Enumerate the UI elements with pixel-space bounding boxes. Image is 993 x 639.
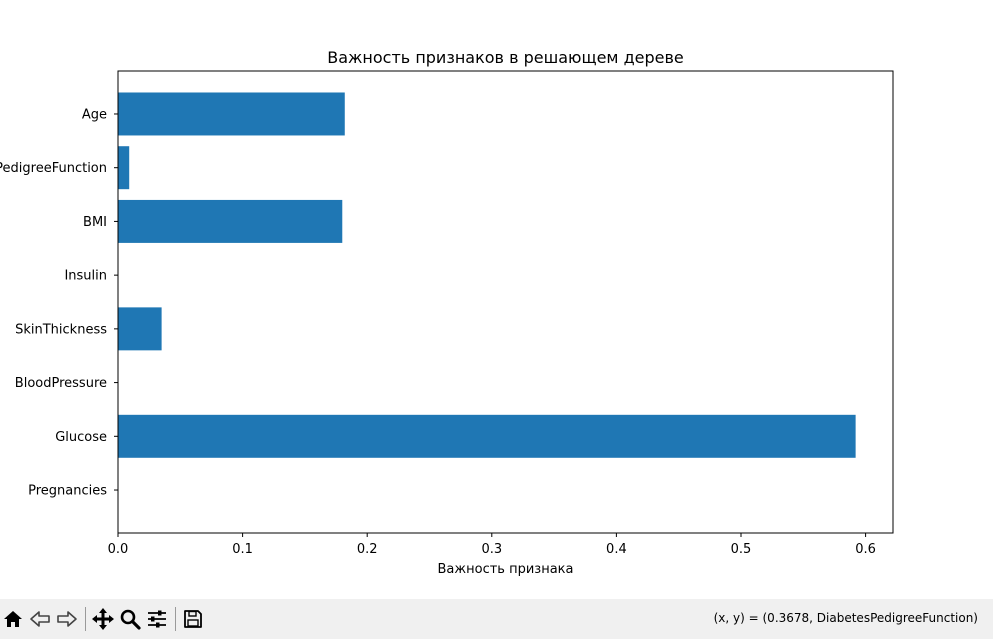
bar-bmi [118,199,343,243]
x-axis-label: Важность признака [438,562,574,577]
x-tick-label: 0.2 [357,542,378,557]
bar-age [118,92,345,136]
x-tick-label: 0.0 [108,542,129,557]
y-tick-label: BloodPressure [15,376,107,391]
navigation-toolbar: (x, y) = (0.3678, DiabetesPedigreeFuncti… [0,599,993,639]
x-tick-label: 0.5 [731,542,752,557]
bar-chart: Важность признаков в решающем дереве Pre… [0,48,894,577]
toolbar-separator [85,607,86,631]
arrow-left-icon [30,611,50,627]
sliders-icon [148,610,166,628]
figure-canvas[interactable]: Важность признаков в решающем дереве Pre… [0,0,993,599]
y-tick-label: Glucose [55,430,107,445]
x-tick-label: 0.1 [232,542,253,557]
bar-diabetespedigreefunction [118,146,130,190]
x-tick-label: 0.4 [606,542,627,557]
toolbar-separator [175,607,176,631]
magnifier-icon [120,609,141,630]
arrow-right-icon [57,611,77,627]
coordinate-readout: (x, y) = (0.3678, DiabetesPedigreeFuncti… [713,611,978,625]
floppy-disk-icon [184,610,202,628]
y-tick-label: BMI [83,215,107,230]
forward-button[interactable] [54,604,80,634]
save-button[interactable] [180,604,206,634]
x-tick-label: 0.3 [481,542,502,557]
move-icon [92,608,114,630]
back-button[interactable] [27,604,53,634]
y-tick-label: DiabetesPedigreeFunction [0,161,107,176]
y-tick-label: Pregnancies [28,484,107,499]
x-tick-label: 0.6 [855,542,876,557]
y-tick-label: SkinThickness [15,322,107,337]
home-icon [4,611,22,627]
configure-subplots-button[interactable] [144,604,170,634]
bar-glucose [118,414,856,458]
y-tick-label: Age [82,107,107,122]
bar-skinthickness [118,307,162,351]
home-button[interactable] [0,604,26,634]
zoom-button[interactable] [117,604,143,634]
y-tick-label: Insulin [64,269,107,284]
plot-frame [117,70,894,534]
pan-button[interactable] [90,604,116,634]
chart-title: Важность признаков в решающем дереве [327,48,684,67]
